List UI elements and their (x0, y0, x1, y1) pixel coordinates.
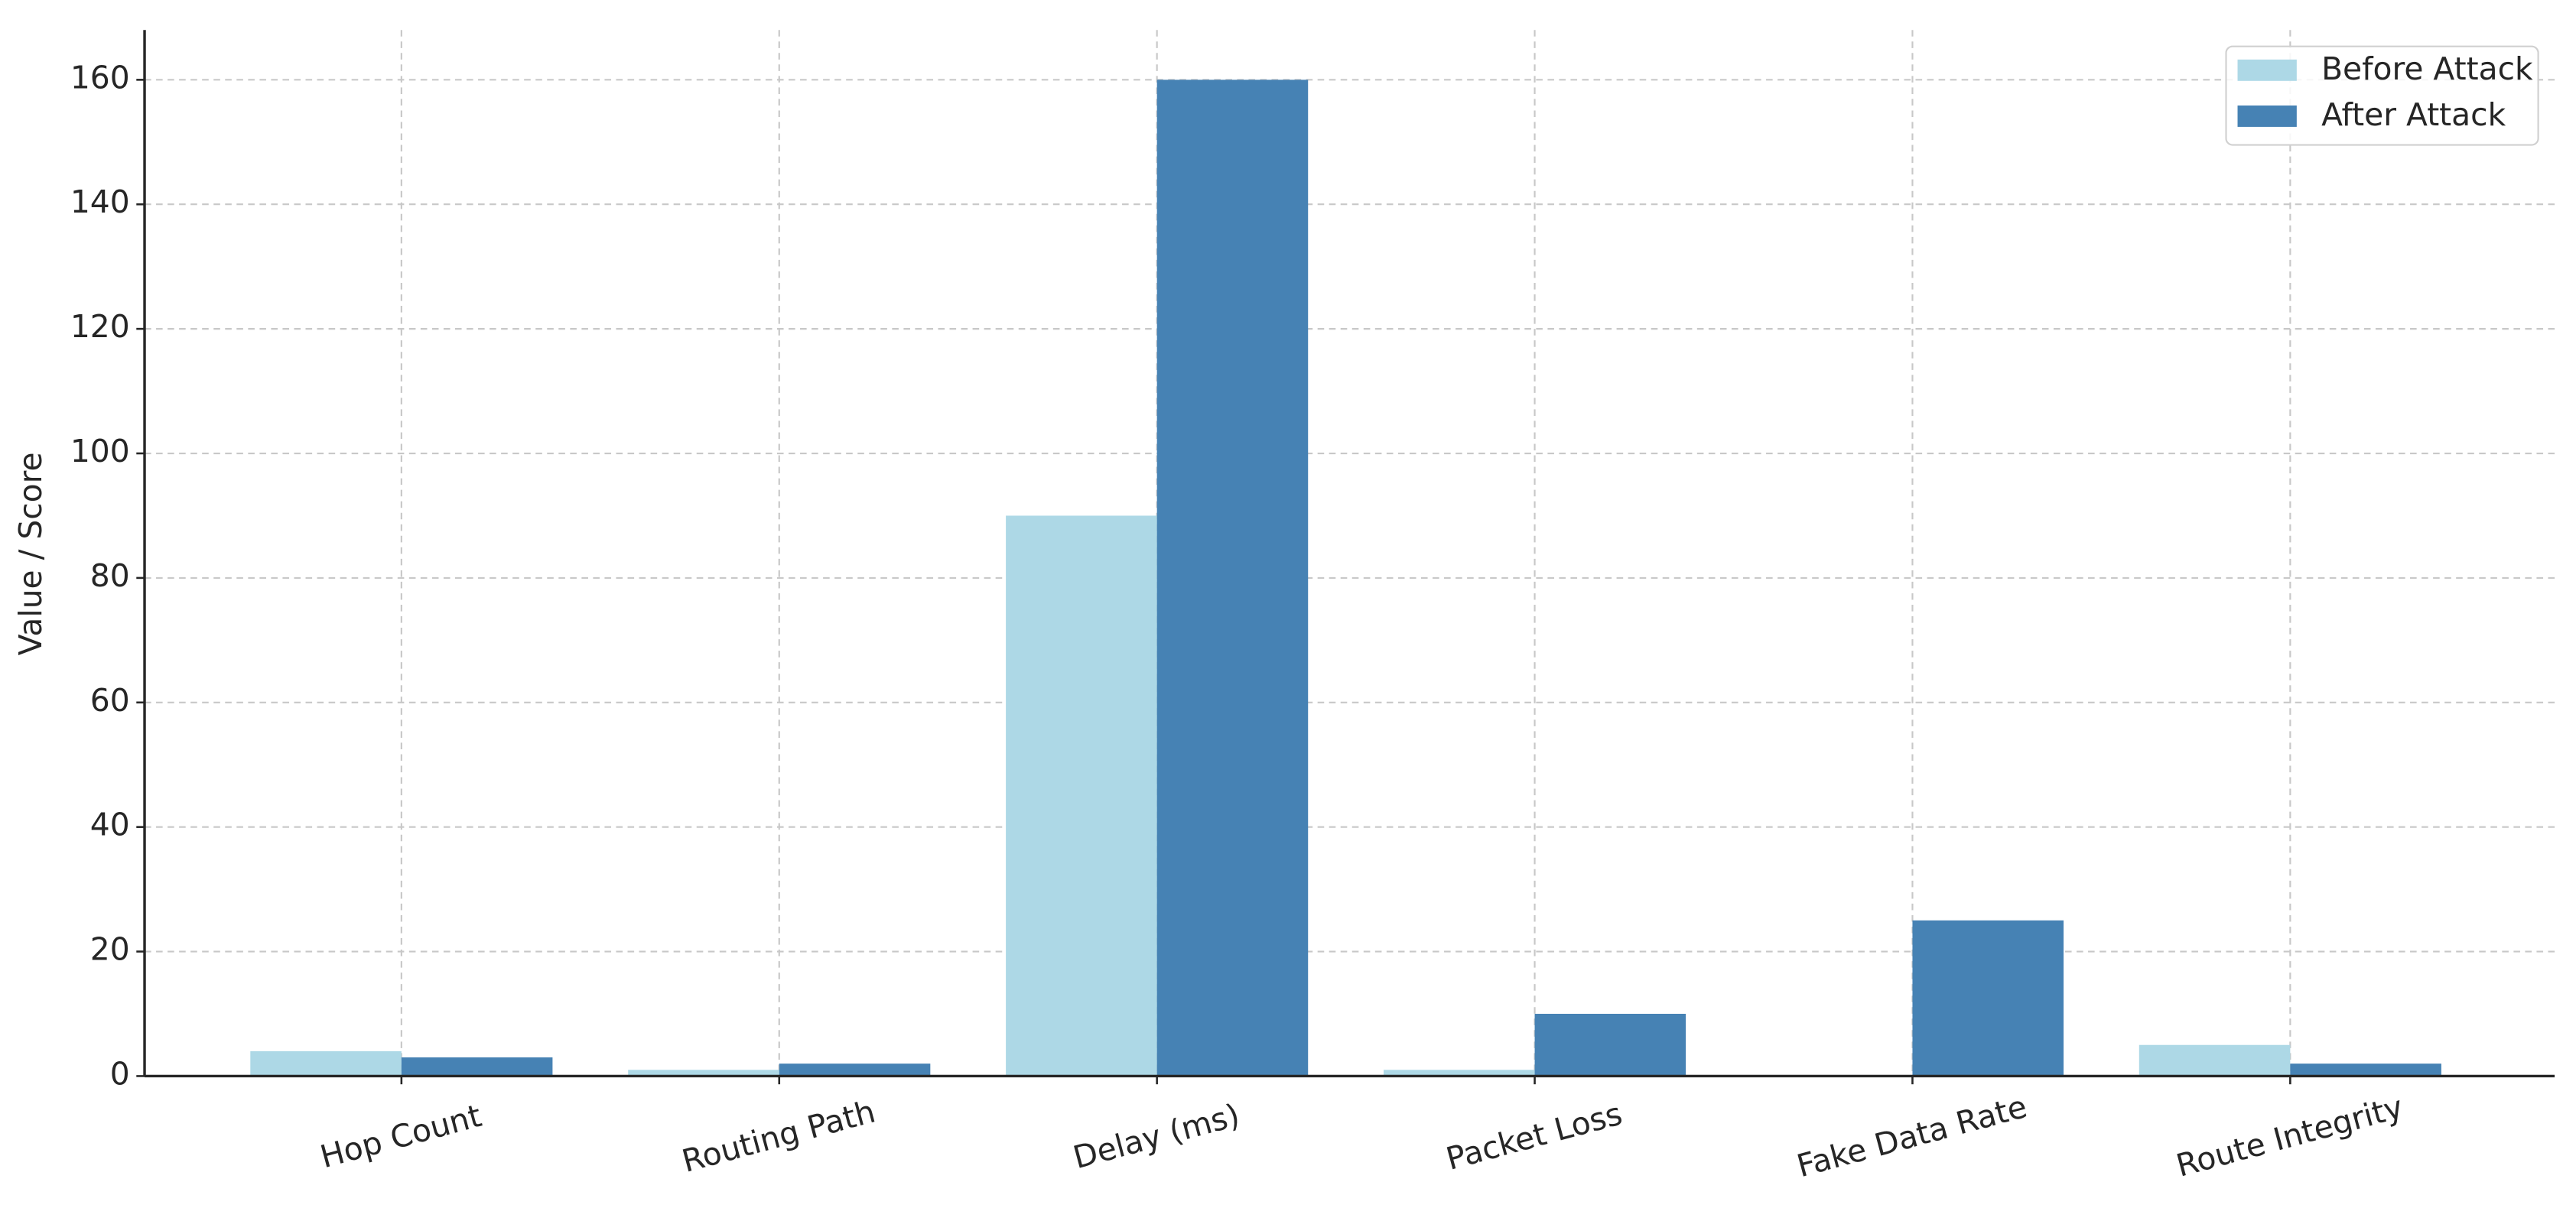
bar (1912, 920, 2064, 1076)
bar (1006, 515, 1157, 1076)
legend-swatch (2237, 106, 2297, 127)
bar (628, 1070, 779, 1076)
y-axis-label: Value / Score (12, 452, 49, 655)
y-tick-label: 20 (90, 931, 130, 968)
legend-swatch (2237, 59, 2297, 81)
y-tick-label: 160 (70, 59, 130, 96)
y-tick-label: 120 (70, 308, 130, 345)
x-tick-label: Fake Data Rate (1793, 1088, 2031, 1184)
bar (1383, 1070, 1535, 1076)
x-tick-label: Hop Count (317, 1097, 486, 1175)
bar (2139, 1044, 2291, 1076)
x-tick-label: Packet Loss (1442, 1095, 1626, 1177)
bar (401, 1057, 553, 1076)
bar (250, 1051, 402, 1076)
y-tick-label: 140 (70, 183, 130, 220)
legend-label: After Attack (2321, 96, 2506, 133)
x-tick-label: Route Integrity (2172, 1089, 2407, 1184)
y-tick-label: 40 (90, 807, 130, 843)
bar (779, 1064, 931, 1076)
legend: Before Attack After Attack (2225, 45, 2539, 146)
y-tick-label: 100 (70, 433, 130, 469)
legend-label: Before Attack (2321, 50, 2533, 87)
x-tick-label: Routing Path (678, 1093, 880, 1179)
y-tick-label: 60 (90, 682, 130, 719)
bar (1534, 1014, 1686, 1076)
x-tick-label: Delay (ms) (1069, 1096, 1244, 1176)
bar (2290, 1064, 2441, 1076)
legend-frame (2225, 45, 2539, 146)
y-tick-label: 0 (110, 1055, 130, 1092)
bar (1156, 80, 1309, 1076)
y-tick-label: 80 (90, 557, 130, 594)
